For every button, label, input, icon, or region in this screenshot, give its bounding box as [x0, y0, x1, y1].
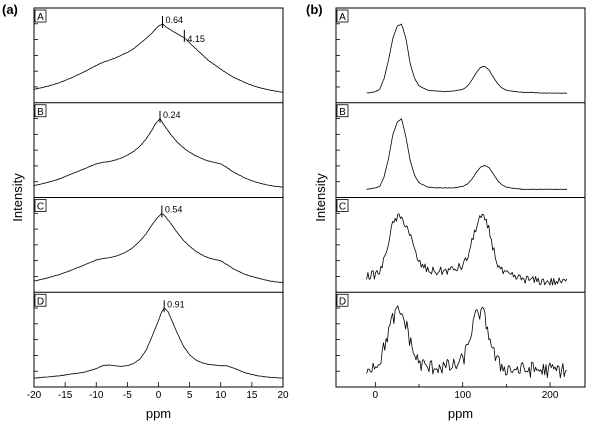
- x-tick-label: -5: [123, 390, 132, 401]
- peak-label: 0.24: [163, 110, 181, 120]
- panel-b: B: [336, 102, 585, 190]
- panel-label: A: [37, 12, 44, 23]
- x-tick-label: 100: [454, 390, 471, 401]
- panel-a: A: [336, 9, 568, 94]
- x-tick-label: 5: [187, 390, 193, 401]
- y-axis-label: Intensity: [10, 173, 25, 222]
- x-axis-label: ppm: [146, 406, 171, 421]
- x-tick-label: -10: [89, 390, 104, 401]
- chart-a: A 0.64 4.15 B 0.24 C 0.54 D 0.91 -20 -15 -10 -5 0 5 10 1…: [10, 7, 289, 421]
- peak-label: 0.54: [165, 205, 183, 215]
- panel-label-box: [336, 9, 349, 23]
- spectrum-trace: [366, 118, 568, 190]
- spectrum-trace: [34, 23, 283, 93]
- figure-label-a: (a): [2, 2, 18, 17]
- panel-label: D: [339, 296, 346, 307]
- x-tick-label: 20: [277, 390, 289, 401]
- panel-label-box: [34, 9, 47, 23]
- x-axis-label: ppm: [448, 406, 473, 421]
- spectrum-trace: [366, 305, 567, 379]
- figure-label-b: (b): [306, 2, 323, 17]
- panel-label-box: [34, 293, 47, 307]
- panel-label: B: [37, 107, 44, 118]
- panel-d: D: [336, 291, 585, 379]
- x-tick-label: 15: [246, 390, 258, 401]
- spectrum-trace: [366, 213, 568, 286]
- spectrum-trace: [33, 213, 284, 283]
- panel-label-box: [336, 293, 349, 307]
- panel-d: D 0.91: [33, 291, 284, 379]
- panel-label: C: [37, 202, 44, 213]
- y-axis-label: Intensity: [313, 173, 328, 222]
- chart-b: A B C D 0 100 200 ppm Intensity: [313, 7, 586, 421]
- panel-label: C: [339, 202, 346, 213]
- peak-label: 4.15: [187, 34, 205, 44]
- spectrum-trace: [366, 23, 568, 94]
- panel-c: C 0.54: [33, 197, 284, 283]
- x-tick-label: 10: [215, 390, 227, 401]
- x-tick-label: -15: [58, 390, 73, 401]
- panel-c: C: [336, 197, 585, 286]
- peak-label: 0.64: [165, 15, 183, 25]
- panel-a: A 0.64 4.15: [34, 9, 283, 93]
- panel-label-box: [336, 199, 349, 212]
- x-tick-label: 0: [156, 390, 162, 401]
- peak-label: 0.91: [167, 299, 185, 309]
- x-tick-label: -20: [27, 390, 42, 401]
- spectrum-trace: [33, 307, 284, 379]
- panel-label: A: [339, 12, 346, 23]
- x-tick-label: 0: [373, 390, 379, 401]
- panel-label: D: [37, 296, 44, 307]
- panel-b: B 0.24: [34, 102, 283, 188]
- panel-label-box: [34, 199, 47, 212]
- x-tick-label: 200: [542, 390, 559, 401]
- panel-label: B: [339, 107, 346, 118]
- panel-label-box: [34, 104, 47, 118]
- spectrum-trace: [34, 118, 283, 188]
- panel-label-box: [336, 104, 349, 118]
